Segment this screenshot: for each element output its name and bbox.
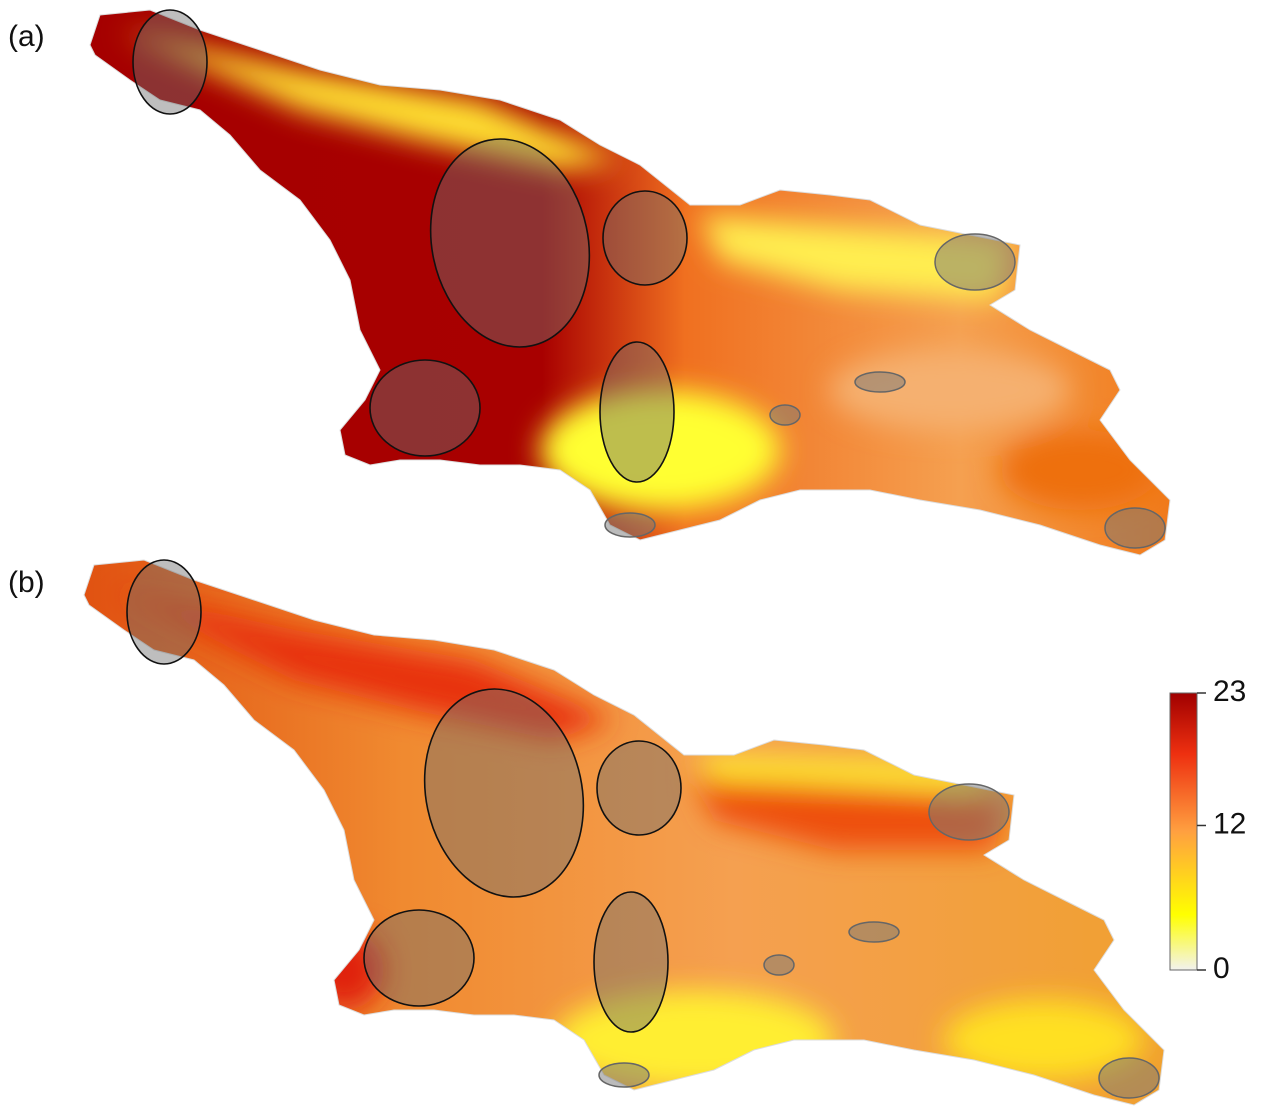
colorbar: [1170, 693, 1197, 970]
panel-label: (a): [8, 20, 45, 53]
tick-label: 23: [1213, 675, 1246, 708]
page: {"panels": [{"label": "(a)"}, {"label": …: [0, 0, 1265, 1106]
panel-label: (b): [8, 566, 45, 599]
panel-b: [74, 550, 1174, 1106]
tick-label: 0: [1213, 952, 1230, 985]
panel-a: [80, 0, 1180, 560]
colorbar-ticks: 0 12 23: [1197, 675, 1246, 985]
figure: (a) (b) 0 12 23: [0, 0, 1265, 1106]
tick-label: 12: [1213, 807, 1246, 840]
